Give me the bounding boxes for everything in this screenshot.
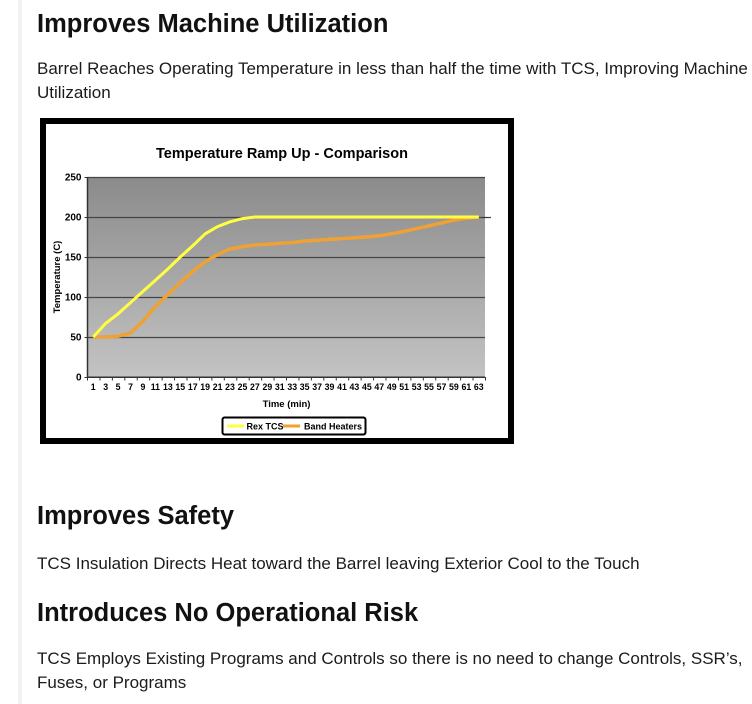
svg-text:250: 250 xyxy=(65,173,82,184)
svg-text:1: 1 xyxy=(91,382,96,392)
svg-text:21: 21 xyxy=(213,382,223,392)
svg-text:100: 100 xyxy=(65,293,82,304)
svg-text:59: 59 xyxy=(449,382,459,392)
svg-text:Temperature Ramp Up - Comparis: Temperature Ramp Up - Comparison xyxy=(156,146,408,162)
svg-text:Time (min): Time (min) xyxy=(263,399,311,410)
svg-text:Band Heaters: Band Heaters xyxy=(304,422,362,432)
svg-text:0: 0 xyxy=(76,373,82,384)
svg-text:53: 53 xyxy=(412,382,422,392)
svg-text:25: 25 xyxy=(238,382,248,392)
svg-text:9: 9 xyxy=(141,382,146,392)
svg-text:15: 15 xyxy=(175,382,185,392)
svg-text:19: 19 xyxy=(200,382,210,392)
svg-text:61: 61 xyxy=(461,382,471,392)
svg-text:47: 47 xyxy=(374,382,384,392)
svg-text:23: 23 xyxy=(225,382,235,392)
svg-text:41: 41 xyxy=(337,382,347,392)
svg-text:29: 29 xyxy=(262,382,272,392)
svg-text:50: 50 xyxy=(70,333,82,344)
svg-text:57: 57 xyxy=(437,382,447,392)
svg-text:63: 63 xyxy=(474,382,484,392)
svg-text:35: 35 xyxy=(300,382,310,392)
svg-text:11: 11 xyxy=(151,382,160,392)
svg-text:49: 49 xyxy=(387,382,397,392)
svg-text:45: 45 xyxy=(362,382,372,392)
svg-text:5: 5 xyxy=(116,382,121,392)
svg-text:31: 31 xyxy=(275,382,285,392)
svg-text:55: 55 xyxy=(424,382,434,392)
svg-text:27: 27 xyxy=(250,382,260,392)
svg-text:13: 13 xyxy=(163,382,173,392)
svg-text:Temperature (C): Temperature (C) xyxy=(52,241,63,314)
svg-text:200: 200 xyxy=(65,213,82,224)
svg-text:3: 3 xyxy=(103,382,108,392)
svg-text:7: 7 xyxy=(128,382,133,392)
svg-text:39: 39 xyxy=(325,382,335,392)
svg-text:43: 43 xyxy=(350,382,360,392)
svg-text:51: 51 xyxy=(399,382,409,392)
svg-text:37: 37 xyxy=(312,382,322,392)
svg-text:Rex TCS: Rex TCS xyxy=(247,422,284,432)
svg-text:33: 33 xyxy=(287,382,297,392)
svg-text:150: 150 xyxy=(65,253,82,264)
svg-text:17: 17 xyxy=(188,382,198,392)
